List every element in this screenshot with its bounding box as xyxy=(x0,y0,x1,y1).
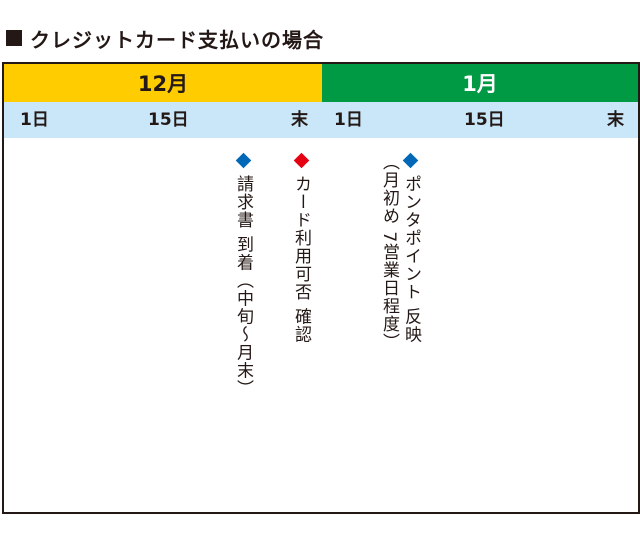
event-text: ポンタポイント 反映 xyxy=(401,175,421,344)
day-label: 末 xyxy=(607,110,624,130)
month-band-january: 1月 xyxy=(322,64,638,102)
blue-diamond-icon xyxy=(235,152,251,169)
day-label: 15日 xyxy=(148,110,189,130)
month-band-december: 12月 xyxy=(4,64,322,102)
event-text-group: ポンタポイント 反映 （月初め 7営業日程度） xyxy=(379,153,421,351)
day-label: 1日 xyxy=(334,110,363,130)
timeline-frame: 12月 1月 1日 15日 末 1日 15日 末 請求書 到着（中旬〜月末） カ… xyxy=(2,62,640,514)
event-card-check: カード利用可否 確認 xyxy=(291,152,311,343)
event-text: カード利用可否 確認 xyxy=(291,175,311,344)
section-title: クレジットカード支払いの場合 xyxy=(6,24,324,52)
event-subtext: （月初め 7営業日程度） xyxy=(379,153,399,352)
section-title-text: クレジットカード支払いの場合 xyxy=(30,27,324,52)
red-diamond-icon xyxy=(293,152,309,169)
event-ponta-points: ポンタポイント 反映 （月初め 7営業日程度） xyxy=(379,152,421,351)
blue-diamond-icon xyxy=(402,152,419,169)
day-label: 15日 xyxy=(464,110,505,130)
day-label: 1日 xyxy=(20,110,49,130)
square-bullet-icon xyxy=(6,30,22,46)
event-invoice-arrival: 請求書 到着（中旬〜月末） xyxy=(233,152,253,397)
event-text: 請求書 到着（中旬〜月末） xyxy=(233,175,253,398)
day-label: 末 xyxy=(291,110,308,130)
day-markers-row: 1日 15日 末 1日 15日 末 xyxy=(4,102,638,138)
month-label-december: 12月 xyxy=(137,72,189,96)
month-label-january: 1月 xyxy=(462,72,498,96)
